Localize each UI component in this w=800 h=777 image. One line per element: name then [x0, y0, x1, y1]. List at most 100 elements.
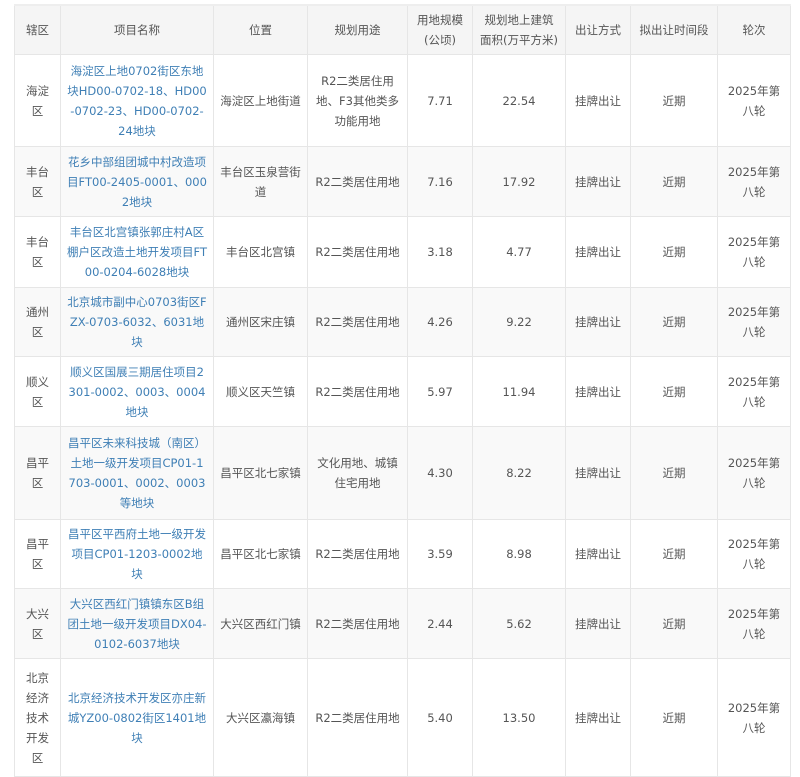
cell-location: 顺义区天竺镇 [213, 356, 308, 427]
cell-planned-gfa: 8.22 [472, 426, 566, 520]
cell-location: 海淀区上地街道 [213, 54, 308, 147]
cell-transfer-method: 挂牌出让 [565, 287, 631, 357]
table-row: 通州区 北京城市副中心0703街区FZX-0703-6032、6031地块 通州区宋… [14, 287, 791, 357]
cell-planned-gfa: 17.92 [472, 146, 566, 217]
cell-transfer-method: 挂牌出让 [565, 588, 631, 659]
project-link[interactable]: 北京城市副中心0703街区FZX-0703-6032、6031地块 [67, 295, 207, 349]
cell-land-area: 5.97 [407, 356, 473, 427]
cell-district: 通州区 [14, 287, 61, 357]
cell-planned-gfa: 5.62 [472, 588, 566, 659]
cell-planned-use: R2二类居住用地 [307, 588, 408, 659]
column-header-project-name: 项目名称 [60, 4, 214, 55]
cell-planned-use: R2二类居住用地 [307, 658, 408, 777]
table-row: 昌平区 昌平区未来科技城（南区）土地一级开发项目CP01-1703-0001、00… [14, 426, 791, 520]
cell-round: 2025年第八轮 [717, 54, 791, 147]
cell-land-area: 2.44 [407, 588, 473, 659]
cell-district: 海淀区 [14, 54, 61, 147]
cell-round: 2025年第八轮 [717, 146, 791, 217]
cell-planned-use: R2二类居住用地 [307, 356, 408, 427]
cell-planned-gfa: 4.77 [472, 216, 566, 288]
cell-district: 丰台区 [14, 146, 61, 217]
cell-transfer-method: 挂牌出让 [565, 519, 631, 589]
cell-land-area: 3.59 [407, 519, 473, 589]
table-header: 辖区 项目名称 位置 规划用途 用地规模(公顷) 规划地上建筑面积(万平方米) 出让方式 拟出… [14, 4, 791, 55]
cell-project-name: 北京经济技术开发区亦庄新城YZ00-0802街区1401地块 [60, 658, 214, 777]
project-link[interactable]: 昌平区未来科技城（南区）土地一级开发项目CP01-1703-0001、0002、… [68, 436, 206, 510]
table-row: 丰台区 丰台区北宫镇张郭庄村A区棚户区改造土地开发项目FT00-0204-6028… [14, 216, 791, 288]
project-link[interactable]: 海淀区上地0702街区东地块HD00-0702-18、HD00-0702-23、… [67, 63, 207, 138]
cell-planned-gfa: 11.94 [472, 356, 566, 427]
cell-planned-use: R2二类居住用地 [307, 287, 408, 357]
cell-planned-period: 近期 [630, 426, 718, 520]
cell-planned-period: 近期 [630, 216, 718, 288]
cell-planned-period: 近期 [630, 519, 718, 589]
table-row: 丰台区 花乡中部组团城中村改造项目FT00-2405-0001、0002地块 丰台区… [14, 146, 791, 217]
cell-planned-period: 近期 [630, 356, 718, 427]
cell-location: 大兴区瀛海镇 [213, 658, 308, 777]
cell-land-area: 5.40 [407, 658, 473, 777]
cell-location: 昌平区北七家镇 [213, 519, 308, 589]
cell-land-area: 4.30 [407, 426, 473, 520]
cell-planned-period: 近期 [630, 658, 718, 777]
cell-project-name: 海淀区上地0702街区东地块HD00-0702-18、HD00-0702-23、… [60, 54, 214, 147]
cell-location: 大兴区西红门镇 [213, 588, 308, 659]
cell-location: 丰台区玉泉营街道 [213, 146, 308, 217]
cell-planned-gfa: 22.54 [472, 54, 566, 147]
cell-planned-use: R2二类居住用地 [307, 216, 408, 288]
project-link[interactable]: 花乡中部组团城中村改造项目FT00-2405-0001、0002地块 [67, 154, 207, 209]
cell-project-name: 昌平区未来科技城（南区）土地一级开发项目CP01-1703-0001、0002、… [60, 426, 214, 520]
cell-planned-gfa: 13.50 [472, 658, 566, 777]
cell-round: 2025年第八轮 [717, 216, 791, 288]
column-header-district: 辖区 [14, 4, 61, 55]
cell-district: 丰台区 [14, 216, 61, 288]
project-link[interactable]: 北京经济技术开发区亦庄新城YZ00-0802街区1401地块 [67, 690, 207, 745]
cell-transfer-method: 挂牌出让 [565, 426, 631, 520]
cell-round: 2025年第八轮 [717, 356, 791, 427]
project-link[interactable]: 大兴区西红门镇镇东区B组团土地一级开发项目DX04-0102-6037地块 [67, 596, 207, 651]
cell-district: 昌平区 [14, 426, 61, 520]
cell-planned-period: 近期 [630, 54, 718, 147]
cell-transfer-method: 挂牌出让 [565, 658, 631, 777]
column-header-location: 位置 [213, 4, 308, 55]
cell-planned-period: 近期 [630, 146, 718, 217]
cell-land-area: 3.18 [407, 216, 473, 288]
column-header-land-area: 用地规模(公顷) [407, 4, 473, 55]
cell-planned-period: 近期 [630, 588, 718, 659]
project-link[interactable]: 丰台区北宫镇张郭庄村A区棚户区改造土地开发项目FT00-0204-6028地块 [67, 225, 207, 279]
cell-project-name: 顺义区国展三期居住项目2301-0002、0003、0004地块 [60, 356, 214, 427]
column-header-transfer-method: 出让方式 [565, 4, 631, 55]
cell-planned-use: R2二类居住用地 [307, 146, 408, 217]
cell-land-area: 4.26 [407, 287, 473, 357]
cell-land-area: 7.16 [407, 146, 473, 217]
column-header-planned-gfa: 规划地上建筑面积(万平方米) [472, 4, 566, 55]
cell-planned-use: 文化用地、城镇住宅用地 [307, 426, 408, 520]
cell-project-name: 昌平区平西府土地一级开发项目CP01-1203-0002地块 [60, 519, 214, 589]
cell-planned-gfa: 9.22 [472, 287, 566, 357]
table-row: 顺义区 顺义区国展三期居住项目2301-0002、0003、0004地块 顺义区天竺… [14, 356, 791, 427]
cell-planned-gfa: 8.98 [472, 519, 566, 589]
cell-transfer-method: 挂牌出让 [565, 356, 631, 427]
project-link[interactable]: 顺义区国展三期居住项目2301-0002、0003、0004地块 [68, 364, 206, 419]
cell-location: 丰台区北宫镇 [213, 216, 308, 288]
cell-planned-period: 近期 [630, 287, 718, 357]
column-header-planned-use: 规划用途 [307, 4, 408, 55]
cell-project-name: 大兴区西红门镇镇东区B组团土地一级开发项目DX04-0102-6037地块 [60, 588, 214, 659]
cell-district: 昌平区 [14, 519, 61, 589]
cell-project-name: 花乡中部组团城中村改造项目FT00-2405-0001、0002地块 [60, 146, 214, 217]
project-link[interactable]: 昌平区平西府土地一级开发项目CP01-1203-0002地块 [68, 527, 206, 581]
table-row: 大兴区 大兴区西红门镇镇东区B组团土地一级开发项目DX04-0102-6037地块… [14, 588, 791, 659]
cell-transfer-method: 挂牌出让 [565, 146, 631, 217]
cell-planned-use: R2二类居住用地 [307, 519, 408, 589]
cell-land-area: 7.71 [407, 54, 473, 147]
cell-planned-use: R2二类居住用地、F3其他类多功能用地 [307, 54, 408, 147]
table-row: 昌平区 昌平区平西府土地一级开发项目CP01-1203-0002地块 昌平区北七家镇… [14, 519, 791, 589]
cell-round: 2025年第八轮 [717, 287, 791, 357]
column-header-planned-period: 拟出让时间段 [630, 4, 718, 55]
cell-location: 昌平区北七家镇 [213, 426, 308, 520]
table-row: 北京经济技术开发区 北京经济技术开发区亦庄新城YZ00-0802街区1401地块大… [14, 658, 791, 777]
cell-district: 北京经济技术开发区 [14, 658, 61, 777]
cell-location: 通州区宋庄镇 [213, 287, 308, 357]
cell-round: 2025年第八轮 [717, 519, 791, 589]
cell-transfer-method: 挂牌出让 [565, 54, 631, 147]
cell-district: 顺义区 [14, 356, 61, 427]
